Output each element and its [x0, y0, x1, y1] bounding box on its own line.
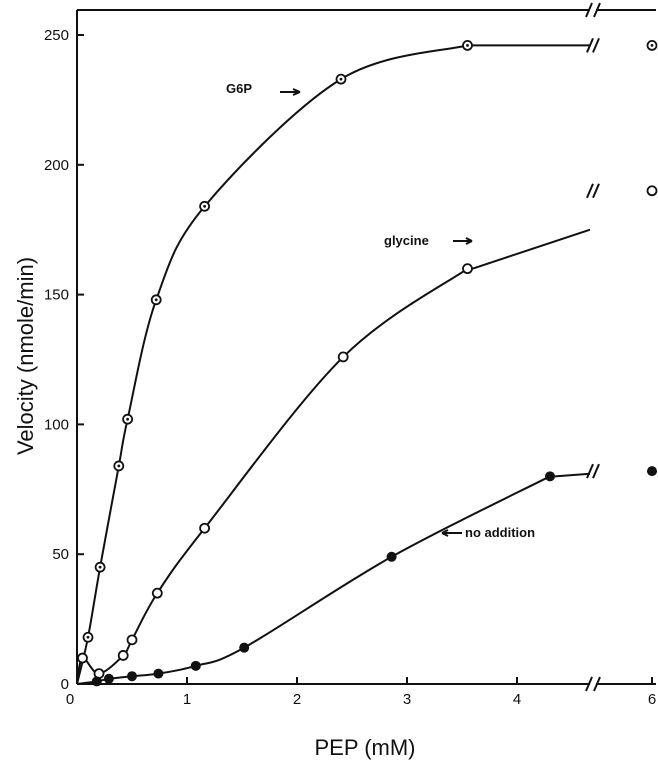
point-glycine-2 — [117, 650, 129, 661]
point-dot-g6p-6 — [339, 77, 343, 81]
point-dot-g6p-8 — [650, 43, 654, 47]
point-dot-g6p-5 — [203, 204, 207, 208]
point-glycine-7 — [462, 263, 473, 275]
point-no-addition-3 — [153, 668, 164, 679]
annotation-g6p-arrow — [280, 88, 301, 96]
x-tick-label-3: 3 — [403, 691, 411, 708]
series-curves — [76, 37, 600, 685]
annotation-g6p: G6P — [226, 81, 252, 96]
point-no-addition-1 — [103, 673, 114, 684]
point-glycine-4 — [151, 587, 163, 599]
x-tick-label-0: 0 — [66, 691, 74, 708]
point-dot-g6p-3 — [126, 417, 129, 421]
curve-break-glycine-1 — [586, 183, 594, 199]
annotation-glycine-arrow — [453, 237, 473, 245]
y-tick-label-50: 50 — [52, 546, 69, 563]
point-no-addition-0 — [91, 676, 102, 687]
point-dot-g6p-4 — [154, 298, 158, 302]
y-tick-label-100: 100 — [44, 416, 69, 433]
point-dot-g6p-7 — [466, 43, 469, 47]
top-frame-break-mark-2 — [593, 2, 601, 18]
x-tick-label-1: 1 — [183, 691, 191, 708]
point-glycine-3 — [126, 634, 138, 646]
y-tick-label-200: 200 — [44, 157, 69, 174]
point-glycine-0 — [77, 652, 88, 664]
curve-break-glycine-2 — [592, 183, 600, 199]
annotations: G6P glycine no addition — [226, 81, 535, 540]
point-no-addition-7 — [545, 471, 555, 482]
axis-titles: PEP (mM) Velocity (nmole/min) — [13, 257, 416, 760]
point-dot-g6p-0 — [86, 635, 90, 639]
y-tick-label-0: 0 — [61, 676, 69, 693]
point-glycine-5 — [199, 522, 211, 534]
y-tick-label-150: 150 — [44, 287, 69, 304]
curve-break-g6p-2 — [592, 37, 600, 53]
point-no-addition-6 — [386, 551, 397, 562]
point-no-addition-4 — [190, 660, 201, 671]
point-dot-g6p-1 — [98, 565, 102, 569]
point-no-addition-5 — [239, 642, 250, 653]
x-axis-break-mark-2 — [593, 676, 601, 692]
curve-tail-no-addition — [554, 472, 591, 478]
curve-break-no-addition-1 — [586, 463, 594, 479]
point-glycine-6 — [337, 351, 349, 363]
annotation-no-addition: no addition — [465, 525, 535, 540]
curve-g6p — [76, 44, 468, 685]
x-axis-title: PEP (mM) — [314, 735, 415, 760]
axes: 0 50 100 150 200 250 0 1 2 3 4 6 — [44, 2, 656, 708]
x-tick-label-6: 6 — [648, 691, 656, 708]
annotation-no-addition-arrow — [441, 529, 462, 537]
point-no-addition-8 — [647, 466, 657, 477]
y-axis-title: Velocity (nmole/min) — [13, 257, 38, 455]
curve-glycine — [76, 267, 469, 685]
annotation-glycine: glycine — [384, 233, 429, 248]
curve-break-no-addition-2 — [592, 463, 600, 479]
top-frame-break-mark-1 — [585, 2, 593, 18]
curve-no-addition — [76, 475, 551, 685]
x-tick-label-4: 4 — [513, 691, 521, 708]
point-dot-g6p-2 — [117, 464, 121, 468]
curve-break-g6p-1 — [586, 37, 594, 53]
curve-tail-glycine — [472, 228, 591, 270]
point-glycine-8 — [646, 185, 658, 197]
point-no-addition-2 — [127, 671, 137, 682]
x-axis-break-mark-1 — [585, 676, 593, 692]
y-tick-label-250: 250 — [44, 27, 69, 44]
x-tick-label-2: 2 — [293, 691, 301, 708]
series-markers — [77, 39, 658, 687]
